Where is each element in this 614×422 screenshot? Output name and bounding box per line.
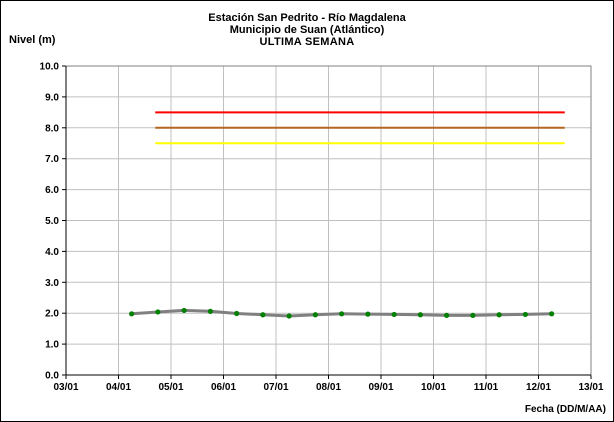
- y-tick-label: 3.0: [45, 278, 59, 289]
- data-point: [286, 313, 292, 319]
- data-point: [470, 312, 476, 318]
- y-tick-label: 7.0: [45, 154, 59, 165]
- data-point: [444, 312, 450, 318]
- data-point: [549, 311, 555, 317]
- data-point: [312, 312, 318, 318]
- chart-title-line-3: ULTIMA SEMANA: [259, 36, 355, 48]
- data-point: [181, 307, 187, 314]
- y-tick-label: 4.0: [45, 247, 59, 258]
- x-tick-label: 11/01: [474, 382, 499, 393]
- x-tick-label: 06/01: [211, 382, 236, 393]
- y-tick-label: 1.0: [45, 340, 59, 351]
- data-point: [339, 311, 345, 317]
- x-tick-label: 13/01: [578, 382, 603, 393]
- x-axis-label: Fecha (DD/M/AA): [524, 404, 606, 415]
- data-point: [129, 311, 135, 317]
- y-tick-label: 2.0: [45, 309, 59, 320]
- chart-title-line-2: Municipio de Suan (Atlántico): [229, 24, 385, 36]
- y-tick-label: 5.0: [45, 216, 59, 227]
- y-tick-label: 8.0: [45, 123, 59, 134]
- x-tick-label: 12/01: [526, 382, 551, 393]
- data-point: [391, 311, 397, 318]
- x-tick-label: 09/01: [368, 382, 393, 393]
- data-point: [522, 311, 528, 318]
- x-tick-label: 07/01: [263, 382, 288, 393]
- data-point: [207, 308, 213, 314]
- x-tick-label: 10/01: [421, 382, 446, 393]
- data-point: [155, 309, 161, 315]
- y-axis-label: Nivel (m): [9, 34, 56, 46]
- data-point: [417, 312, 423, 318]
- chart-title-line-1: Estación San Pedrito - Río Magdalena: [208, 12, 406, 24]
- x-tick-label: 08/01: [316, 382, 341, 393]
- y-tick-label: 6.0: [45, 185, 59, 196]
- y-tick-label: 0.0: [45, 371, 59, 382]
- x-tick-label: 04/01: [106, 382, 131, 393]
- data-point: [365, 311, 371, 317]
- y-tick-label: 9.0: [45, 92, 59, 103]
- data-point: [496, 312, 502, 318]
- data-point: [234, 310, 240, 317]
- x-tick-label: 05/01: [158, 382, 183, 393]
- data-point: [260, 312, 266, 318]
- x-tick-label: 03/01: [53, 382, 78, 393]
- y-tick-label: 10.0: [40, 62, 60, 73]
